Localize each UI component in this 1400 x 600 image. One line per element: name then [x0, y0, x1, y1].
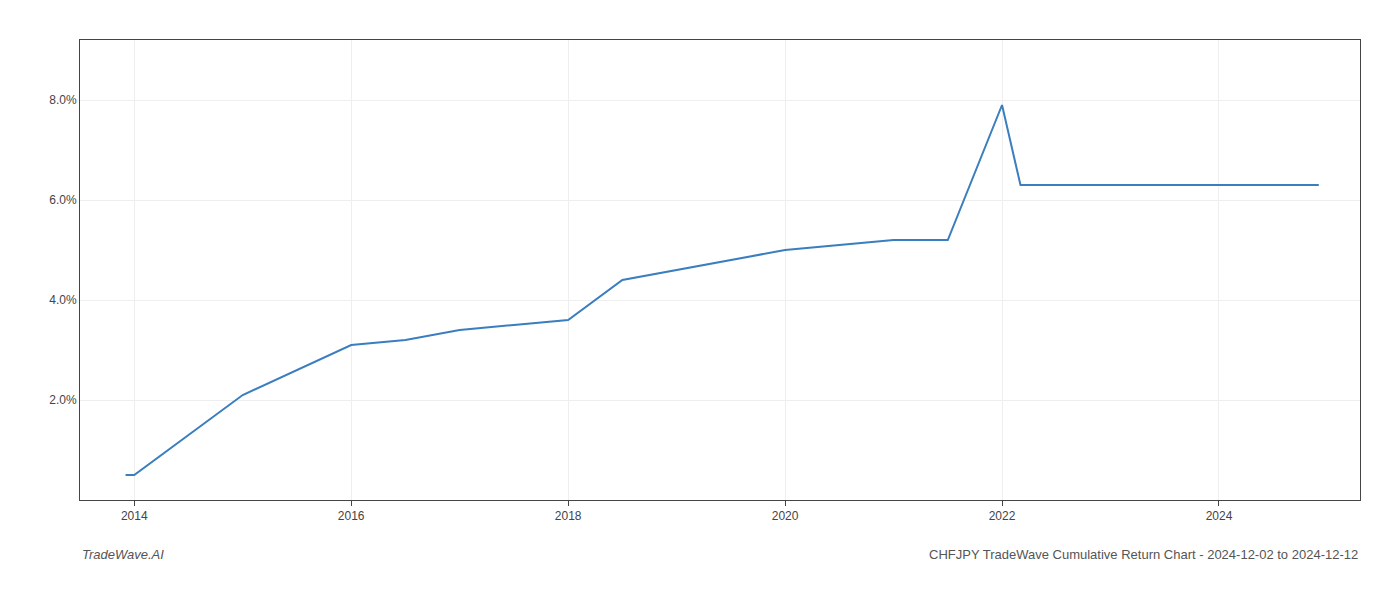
svg-text:CHFJPY TradeWave Cumulative Re: CHFJPY TradeWave Cumulative Return Chart… — [929, 547, 1358, 562]
svg-text:2014: 2014 — [121, 509, 148, 523]
svg-text:2018: 2018 — [555, 509, 582, 523]
svg-text:2020: 2020 — [772, 509, 799, 523]
svg-text:TradeWave.AI: TradeWave.AI — [82, 547, 164, 562]
svg-text:2.0%: 2.0% — [49, 393, 77, 407]
svg-text:8.0%: 8.0% — [49, 93, 77, 107]
svg-text:2016: 2016 — [338, 509, 365, 523]
svg-text:6.0%: 6.0% — [49, 193, 77, 207]
svg-text:4.0%: 4.0% — [49, 293, 77, 307]
svg-text:2024: 2024 — [1206, 509, 1233, 523]
svg-text:2022: 2022 — [989, 509, 1016, 523]
